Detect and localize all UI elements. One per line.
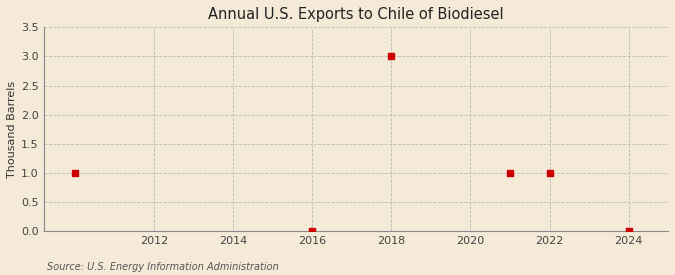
Point [623,229,634,233]
Point [544,171,555,175]
Point [70,171,81,175]
Point [307,229,318,233]
Text: Source: U.S. Energy Information Administration: Source: U.S. Energy Information Administ… [47,262,279,272]
Y-axis label: Thousand Barrels: Thousand Barrels [7,81,17,178]
Point [386,54,397,59]
Title: Annual U.S. Exports to Chile of Biodiesel: Annual U.S. Exports to Chile of Biodiese… [208,7,504,22]
Point [505,171,516,175]
